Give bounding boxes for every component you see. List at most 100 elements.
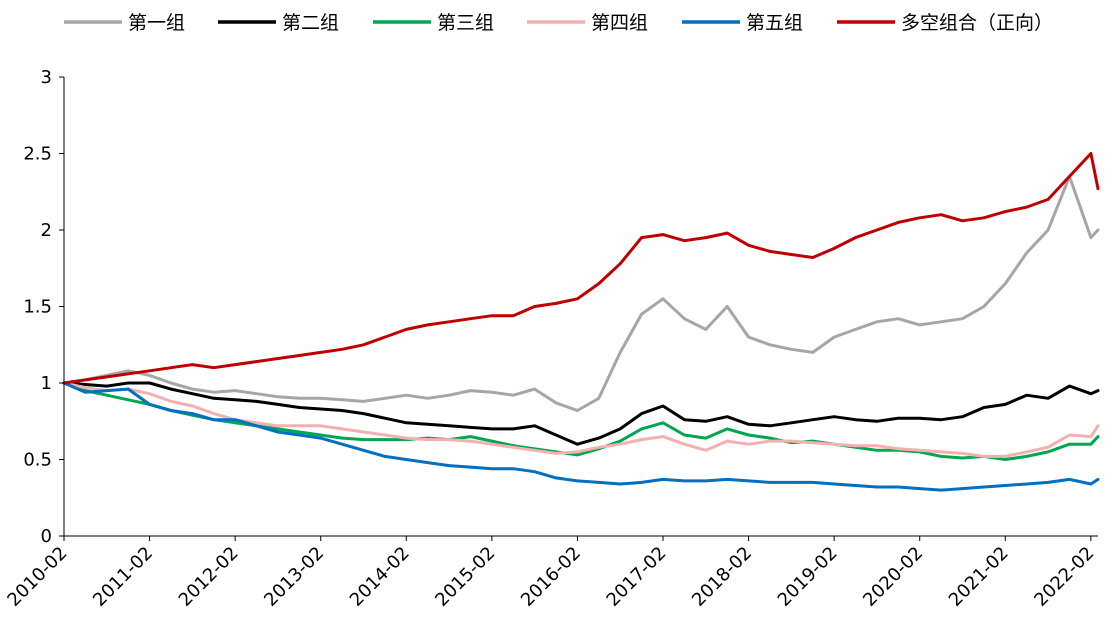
data-point (533, 449, 536, 452)
y-tick-label: 1 (41, 373, 52, 394)
data-point (683, 433, 686, 437)
data-point (255, 392, 258, 396)
data-point (298, 433, 301, 437)
x-tick-label: 2016-02 (517, 543, 585, 611)
data-point (169, 409, 173, 412)
data-point (918, 323, 921, 327)
data-point (212, 397, 216, 400)
data-point (148, 374, 151, 377)
data-point (875, 449, 879, 452)
x-tick-label: 2013-02 (260, 543, 328, 611)
data-point (276, 427, 280, 431)
data-point (554, 476, 558, 480)
data-point (276, 430, 280, 434)
data-point (704, 236, 708, 239)
data-point (683, 317, 686, 321)
data-point (512, 427, 515, 431)
data-point (255, 360, 258, 363)
data-point (1089, 392, 1093, 396)
data-point (255, 400, 258, 403)
data-point (340, 427, 344, 431)
data-point (533, 424, 536, 428)
data-point (126, 369, 130, 373)
series-group (62, 381, 1100, 492)
data-point (961, 219, 964, 223)
data-point (340, 398, 344, 402)
data-point (533, 305, 536, 308)
data-point (1046, 481, 1050, 484)
data-point (832, 442, 836, 446)
data-point (169, 400, 173, 403)
data-point (126, 381, 130, 385)
data-point (939, 320, 943, 324)
data-point (383, 335, 387, 339)
data-point (725, 231, 729, 235)
data-point (790, 253, 793, 256)
data-point (340, 409, 344, 412)
data-point (704, 420, 708, 423)
series-group (62, 152, 1100, 385)
data-point (790, 421, 793, 425)
data-point (683, 239, 686, 242)
data-point (618, 439, 622, 443)
data-point (84, 383, 87, 386)
data-point (554, 401, 558, 405)
series-group (62, 381, 1100, 461)
axes (63, 77, 1098, 537)
data-point (276, 403, 280, 406)
data-point (597, 397, 601, 400)
data-point (1096, 424, 1100, 428)
data-point (811, 256, 815, 259)
data-point (512, 446, 515, 449)
data-point (1046, 228, 1050, 232)
data-point (1004, 484, 1007, 487)
data-point (1046, 450, 1050, 454)
legend-label: 第一组 (128, 12, 185, 34)
data-point (554, 302, 558, 305)
data-point (747, 423, 750, 426)
data-point (832, 335, 836, 339)
data-point (640, 427, 643, 431)
data-point (897, 317, 900, 321)
data-point (768, 439, 772, 443)
data-point (1025, 251, 1028, 255)
data-point (298, 430, 301, 434)
data-point (704, 449, 708, 452)
series-line (62, 381, 1100, 492)
data-point (961, 452, 964, 455)
data-point (191, 387, 194, 391)
data-point (1004, 403, 1007, 406)
legend-label: 第三组 (437, 12, 494, 34)
data-point (683, 442, 686, 446)
data-point (362, 400, 365, 403)
data-point (597, 446, 601, 449)
data-point (918, 216, 921, 220)
data-point (1096, 478, 1100, 481)
data-point (319, 436, 323, 440)
data-point (148, 369, 151, 373)
data-point (319, 397, 323, 400)
data-point (1096, 228, 1100, 232)
data-point (875, 228, 879, 232)
data-point (469, 439, 472, 443)
data-point (704, 479, 708, 483)
data-point (661, 404, 665, 408)
data-point (105, 393, 109, 397)
data-point (298, 397, 301, 400)
data-point (426, 423, 430, 426)
data-point (811, 418, 815, 422)
data-point (832, 247, 836, 250)
data-point (768, 424, 772, 428)
legend: 第一组 第二组 第三组 第四组 第五组 多空组合（正向） (64, 12, 1053, 34)
legend-label: 多空组合（正向） (901, 12, 1053, 34)
data-point (191, 404, 194, 408)
y-tick-label: 2 (41, 220, 52, 241)
data-point (1004, 458, 1007, 461)
legend-label: 第四组 (591, 12, 648, 34)
data-point (704, 436, 708, 440)
data-point (897, 485, 900, 489)
data-point (661, 478, 665, 481)
x-tick-label: 2022-02 (1030, 543, 1098, 611)
data-point (982, 455, 986, 458)
data-point (725, 427, 729, 431)
